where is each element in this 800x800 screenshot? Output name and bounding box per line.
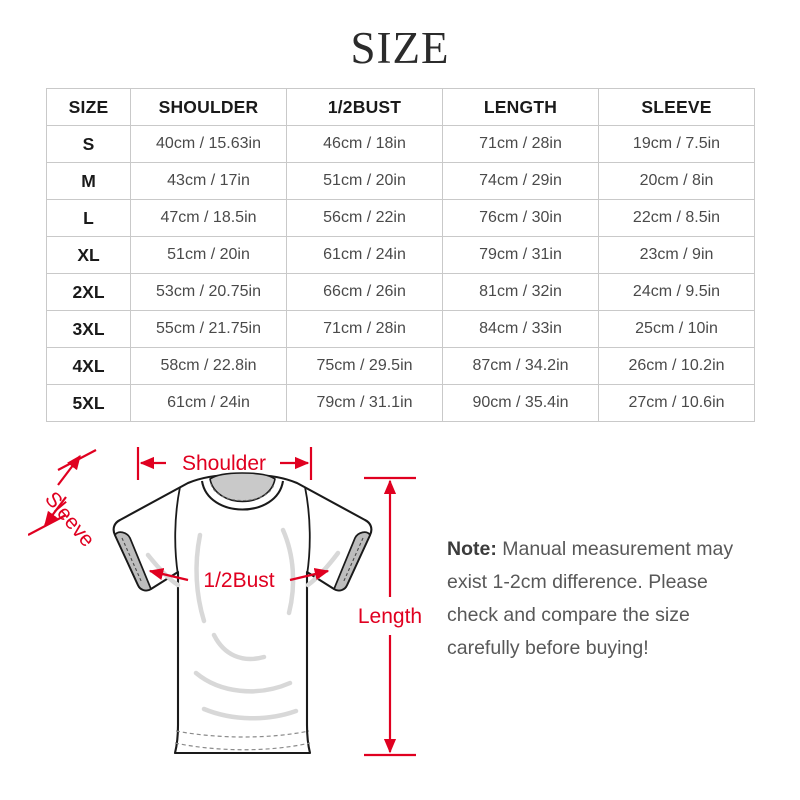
note-label: Note: <box>447 538 497 560</box>
table-row: 2XL 53cm / 20.75in 66cm / 26in 81cm / 32… <box>46 273 755 311</box>
cell-length: 74cm / 29in <box>442 162 599 200</box>
hem-stitch-lower <box>174 742 311 751</box>
cell-size: 4XL <box>46 347 131 385</box>
cell-sleeve: 23cm / 9in <box>598 236 755 274</box>
cell-length: 84cm / 33in <box>442 310 599 348</box>
tshirt-graphic <box>112 472 373 755</box>
cell-shoulder: 53cm / 20.75in <box>130 273 287 311</box>
cell-bust: 75cm / 29.5in <box>286 347 443 385</box>
left-armhole-seam <box>174 486 181 576</box>
cell-size: XL <box>46 236 131 274</box>
table-row: M 43cm / 17in 51cm / 20in 74cm / 29in 20… <box>46 162 755 200</box>
table-row: 5XL 61cm / 24in 79cm / 31.1in 90cm / 35.… <box>46 384 755 422</box>
cell-length: 81cm / 32in <box>442 273 599 311</box>
cell-bust: 66cm / 26in <box>286 273 443 311</box>
size-chart-table: SIZE SHOULDER 1/2BUST LENGTH SLEEVE S 40… <box>46 88 755 422</box>
cell-shoulder: 58cm / 22.8in <box>130 347 287 385</box>
cell-length: 71cm / 28in <box>442 125 599 163</box>
bust-measure-annotation: 1/2Bust <box>148 568 330 592</box>
sleeve-arrow-up <box>57 454 81 486</box>
measurement-note: Note: Manual measurement may exist 1-2cm… <box>447 533 759 665</box>
column-header-sleeve: SLEEVE <box>598 88 755 126</box>
cell-bust: 46cm / 18in <box>286 125 443 163</box>
bust-label: 1/2Bust <box>203 569 274 592</box>
column-header-bust: 1/2BUST <box>286 88 443 126</box>
cell-bust: 79cm / 31.1in <box>286 384 443 422</box>
cell-shoulder: 47cm / 18.5in <box>130 199 287 237</box>
note-text: Manual measurement may exist 1-2cm diffe… <box>447 538 734 659</box>
sleeve-measure-annotation: Sleeve <box>28 449 99 551</box>
cell-sleeve: 24cm / 9.5in <box>598 273 755 311</box>
table-header-row: SIZE SHOULDER 1/2BUST LENGTH SLEEVE <box>46 88 755 126</box>
cell-bust: 71cm / 28in <box>286 310 443 348</box>
sleeve-arrow-down <box>44 496 67 527</box>
column-header-shoulder: SHOULDER <box>130 88 287 126</box>
tshirt-illustration: Shoulder Sleeve 1/2Bust Length <box>28 447 422 757</box>
right-cuff-stitch <box>342 537 364 584</box>
cell-sleeve: 26cm / 10.2in <box>598 347 755 385</box>
bust-arrow-right <box>289 568 330 582</box>
table-row: S 40cm / 15.63in 46cm / 18in 71cm / 28in… <box>46 125 755 163</box>
collar-stitch <box>210 483 275 502</box>
shoulder-label: Shoulder <box>182 452 266 475</box>
right-armhole-seam <box>304 486 311 576</box>
cell-size: 3XL <box>46 310 131 348</box>
cell-size: S <box>46 125 131 163</box>
length-measure-annotation: Length <box>358 476 422 757</box>
cell-sleeve: 20cm / 8in <box>598 162 755 200</box>
cell-length: 76cm / 30in <box>442 199 599 237</box>
cell-bust: 51cm / 20in <box>286 162 443 200</box>
cell-size: 2XL <box>46 273 131 311</box>
cell-shoulder: 55cm / 21.75in <box>130 310 287 348</box>
page-title: SIZE <box>350 23 450 73</box>
cell-length: 87cm / 34.2in <box>442 347 599 385</box>
left-cuff <box>114 531 153 592</box>
left-cuff-stitch <box>121 537 143 584</box>
length-label: Length <box>358 605 422 628</box>
table-row: L 47cm / 18.5in 56cm / 22in 76cm / 30in … <box>46 199 755 237</box>
bust-arrow-left <box>148 568 189 582</box>
cell-shoulder: 51cm / 20in <box>130 236 287 274</box>
cell-size: L <box>46 199 131 237</box>
fabric-shading <box>145 527 341 721</box>
cell-sleeve: 22cm / 8.5in <box>598 199 755 237</box>
tshirt-body-outline <box>112 473 373 755</box>
table-row: 4XL 58cm / 22.8in 75cm / 29.5in 87cm / 3… <box>46 347 755 385</box>
cell-sleeve: 25cm / 10in <box>598 310 755 348</box>
collar-outer-edge <box>200 480 285 511</box>
column-header-length: LENGTH <box>442 88 599 126</box>
right-cuff <box>332 531 371 592</box>
cell-bust: 61cm / 24in <box>286 236 443 274</box>
cell-sleeve: 27cm / 10.6in <box>598 384 755 422</box>
cell-sleeve: 19cm / 7.5in <box>598 125 755 163</box>
cell-shoulder: 43cm / 17in <box>130 162 287 200</box>
column-header-size: SIZE <box>46 88 131 126</box>
shoulder-measure-annotation: Shoulder <box>136 447 313 480</box>
collar-inner <box>209 472 276 503</box>
cell-shoulder: 61cm / 24in <box>130 384 287 422</box>
table-row: XL 51cm / 20in 61cm / 24in 79cm / 31in 2… <box>46 236 755 274</box>
hem-stitch-upper <box>175 730 310 738</box>
table-row: 3XL 55cm / 21.75in 71cm / 28in 84cm / 33… <box>46 310 755 348</box>
cell-length: 90cm / 35.4in <box>442 384 599 422</box>
cell-length: 79cm / 31in <box>442 236 599 274</box>
cell-size: M <box>46 162 131 200</box>
measurement-diagram: Shoulder Sleeve 1/2Bust Length <box>0 425 800 800</box>
cell-shoulder: 40cm / 15.63in <box>130 125 287 163</box>
cell-size: 5XL <box>46 384 131 422</box>
cell-bust: 56cm / 22in <box>286 199 443 237</box>
